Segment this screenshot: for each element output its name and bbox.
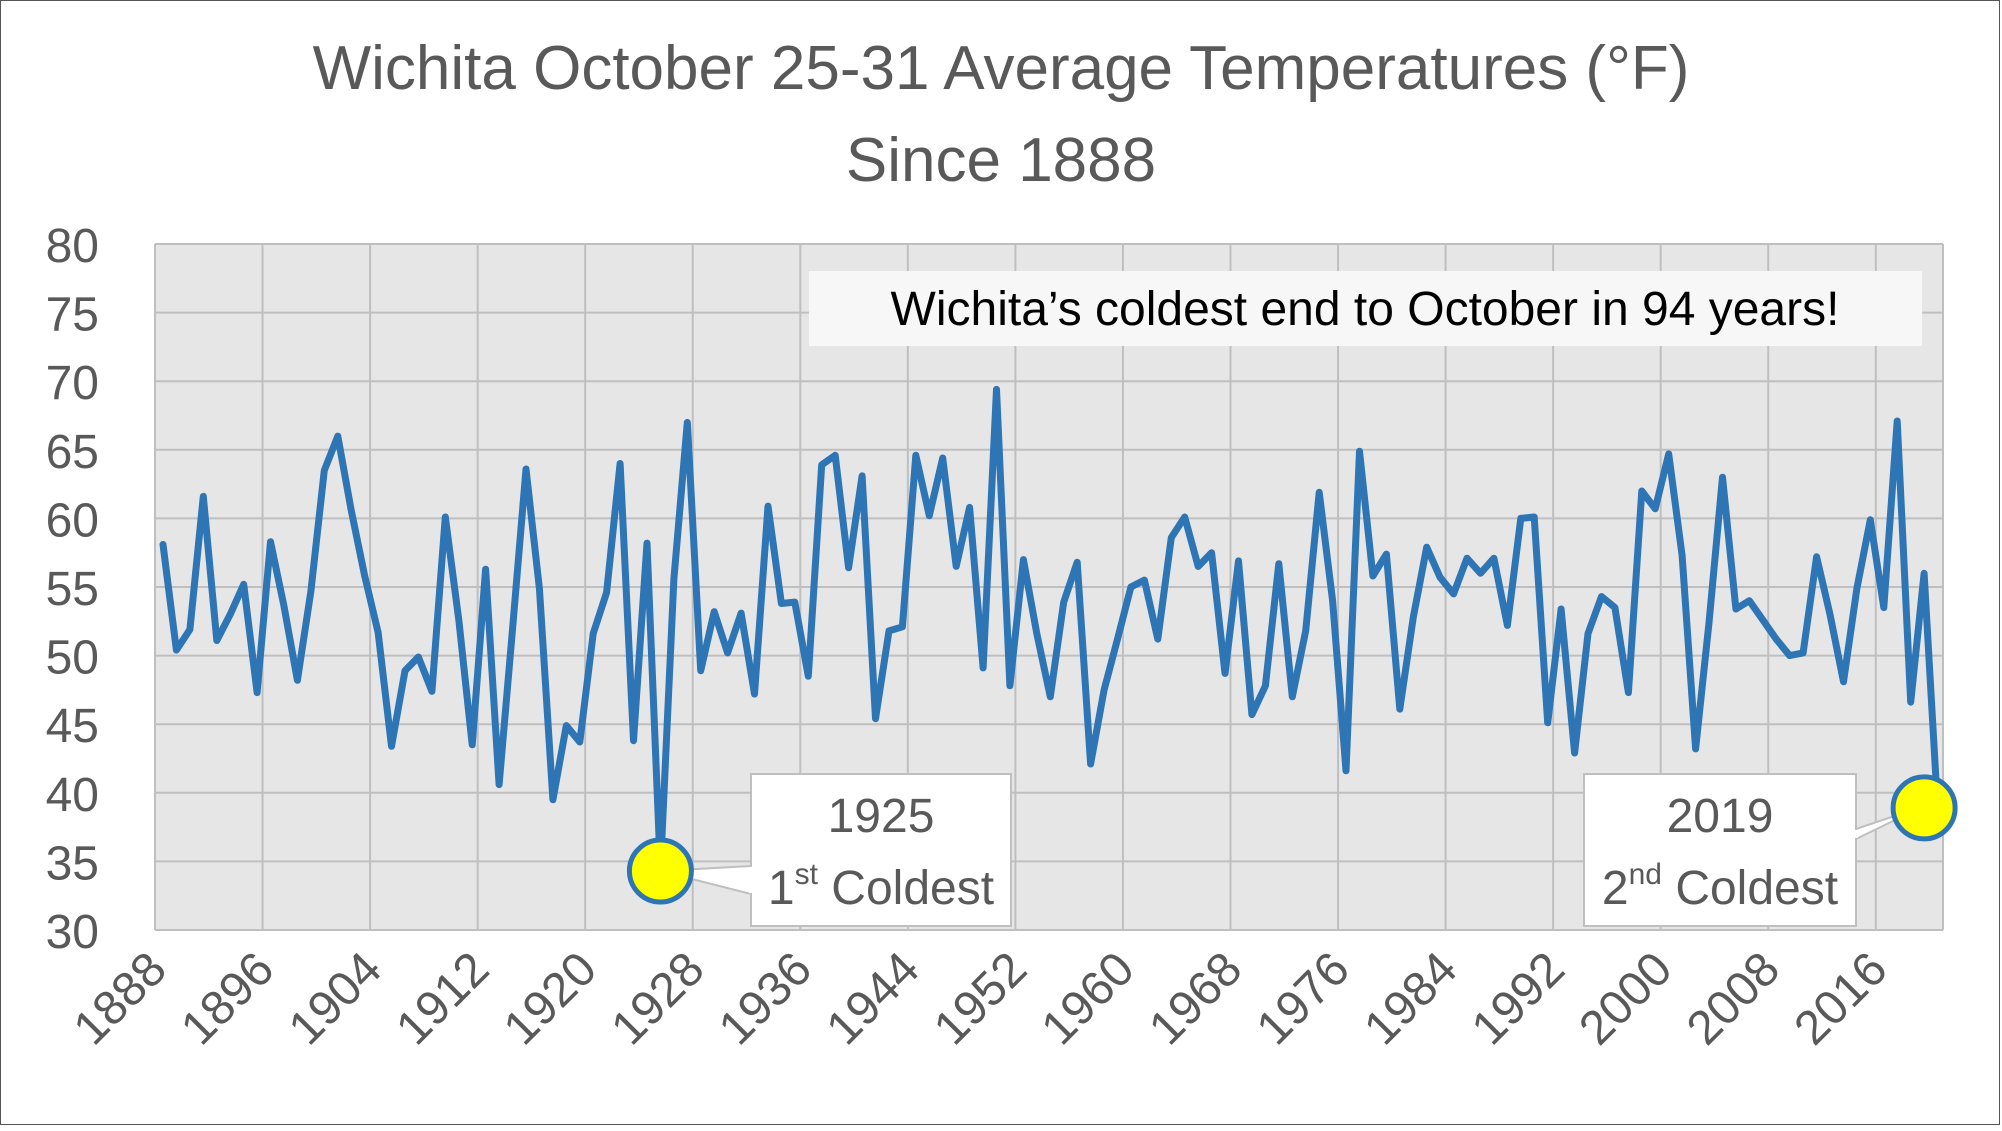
x-tick-label: 1896: [171, 942, 284, 1055]
y-tick-label: 55: [46, 563, 99, 616]
x-tick-label: 1944: [817, 942, 930, 1055]
chart-subtitle: Since 1888: [846, 126, 1156, 195]
coldest-marker: [1893, 777, 1955, 839]
x-tick-label: 1976: [1247, 942, 1360, 1055]
x-tick-label: 1968: [1139, 942, 1252, 1055]
chart-title: Wichita October 25-31 Average Temperatur…: [313, 34, 1690, 103]
y-tick-label: 75: [46, 289, 99, 342]
annotation-year: 2019: [1667, 790, 1774, 843]
x-tick-label: 1936: [709, 942, 822, 1055]
annotation-year: 1925: [828, 790, 935, 843]
y-tick-label: 65: [46, 426, 99, 479]
y-tick-label: 60: [46, 494, 99, 547]
x-tick-label: 1888: [64, 942, 177, 1055]
x-axis: 1888189619041912192019281936194419521960…: [64, 942, 1898, 1055]
callout-text: Wichita’s coldest end to October in 94 y…: [891, 283, 1840, 336]
x-tick-label: 1928: [602, 942, 715, 1055]
x-tick-label: 1992: [1462, 942, 1575, 1055]
y-tick-label: 50: [46, 632, 99, 685]
x-tick-label: 2008: [1677, 942, 1790, 1055]
x-tick-label: 1952: [924, 942, 1037, 1055]
y-tick-label: 80: [46, 220, 99, 273]
x-tick-label: 2000: [1569, 942, 1682, 1055]
x-tick-label: 2016: [1785, 942, 1898, 1055]
y-tick-label: 70: [46, 357, 99, 410]
x-tick-label: 1920: [494, 942, 607, 1055]
x-tick-label: 1960: [1032, 942, 1145, 1055]
y-tick-label: 35: [46, 837, 99, 890]
y-axis: 30 35 40 45 50 55 60 65 70 75 80: [46, 220, 99, 959]
y-tick-label: 40: [46, 769, 99, 822]
coldest-marker: [629, 840, 691, 902]
x-tick-label: 1904: [279, 942, 392, 1055]
x-tick-label: 1912: [386, 942, 499, 1055]
y-tick-label: 30: [46, 906, 99, 959]
x-tick-label: 1984: [1354, 942, 1467, 1055]
callout: Wichita’s coldest end to October in 94 y…: [809, 271, 1922, 346]
y-tick-label: 45: [46, 700, 99, 753]
